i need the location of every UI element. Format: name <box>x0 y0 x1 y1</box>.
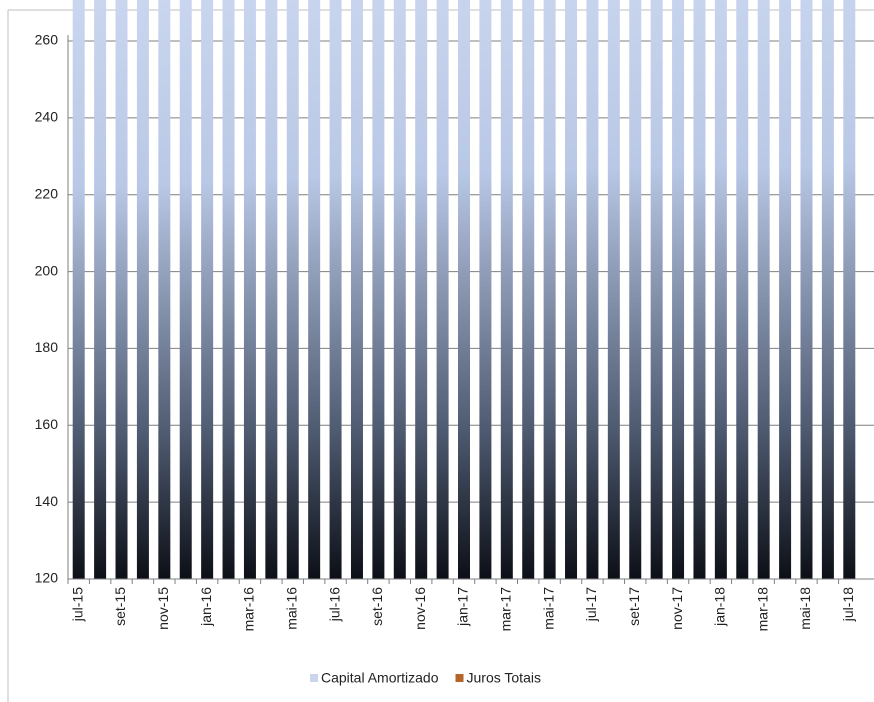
bar-segment <box>693 0 706 580</box>
bar-segment <box>158 0 171 579</box>
bar-segment <box>94 0 107 579</box>
bar-segment <box>479 0 492 580</box>
bar-segment <box>308 0 321 579</box>
bar-segment <box>714 0 727 580</box>
bar-segment <box>72 0 85 580</box>
bar-segment <box>672 0 685 580</box>
y-tick-label: 220 <box>35 185 59 201</box>
x-tick-label: jan-18 <box>712 587 728 627</box>
bar-segment <box>843 0 856 579</box>
bar-segment <box>736 0 749 580</box>
x-tick-label: nov-15 <box>155 587 171 630</box>
bar-segment <box>286 0 299 579</box>
x-tick-label: jul-16 <box>326 587 342 622</box>
legend-swatch <box>455 674 464 682</box>
bar-segment <box>779 0 792 580</box>
y-tick-label: 120 <box>35 570 59 586</box>
bar-segment <box>586 0 599 580</box>
x-tick-label: mai-16 <box>283 587 299 630</box>
y-tick-label: 260 <box>35 32 59 48</box>
bar-segment <box>201 0 214 580</box>
bar-segment <box>372 0 385 579</box>
x-tick-label: mar-18 <box>754 587 770 632</box>
bar-segment <box>650 0 663 580</box>
bar-segment <box>436 0 449 579</box>
bar-segment <box>115 0 128 579</box>
x-tick-label: jul-18 <box>840 587 856 622</box>
bar-segment <box>821 0 834 580</box>
bar-segment <box>350 0 363 579</box>
y-tick-label: 140 <box>35 493 59 509</box>
x-tick-label: mar-17 <box>498 587 514 632</box>
bar-segment <box>565 0 578 579</box>
legend-label: Juros Totais <box>467 670 541 686</box>
bar-segment <box>265 0 278 579</box>
x-tick-label: set-15 <box>112 587 128 626</box>
x-tick-label: jul-17 <box>583 587 599 622</box>
x-tick-label: jul-15 <box>69 587 85 622</box>
x-tick-label: jan-17 <box>455 587 471 627</box>
x-tick-label: set-17 <box>626 587 642 626</box>
bar-segment <box>800 0 813 580</box>
x-tick-label: mar-16 <box>241 587 257 632</box>
y-tick-label: 240 <box>35 109 59 125</box>
bar-segment <box>136 0 149 579</box>
x-tick-label: mai-18 <box>797 587 813 630</box>
bar-segment <box>629 0 642 580</box>
x-tick-label: set-16 <box>369 587 385 626</box>
bar-segment <box>607 0 620 580</box>
legend-label: Capital Amortizado <box>321 670 439 686</box>
x-tick-label: mai-17 <box>540 587 556 630</box>
bar-segment <box>757 0 770 580</box>
bar-segment <box>458 0 470 580</box>
y-tick-label: 160 <box>35 416 59 432</box>
bar-segment <box>522 0 535 580</box>
bar-segment <box>222 0 235 580</box>
bar-segment <box>329 0 342 579</box>
bar-segment <box>415 0 428 579</box>
x-tick-label: jan-16 <box>198 587 214 627</box>
y-tick-label: 180 <box>35 339 59 355</box>
bar-segment <box>500 0 513 580</box>
bar-segment <box>543 0 556 579</box>
bar-segment <box>393 0 406 579</box>
bar-segment <box>179 0 192 580</box>
x-tick-label: nov-16 <box>412 587 428 630</box>
legend-swatch <box>310 674 318 682</box>
bar-segment <box>243 0 256 579</box>
x-tick-label: nov-17 <box>669 587 685 630</box>
y-tick-label: 200 <box>35 262 59 278</box>
